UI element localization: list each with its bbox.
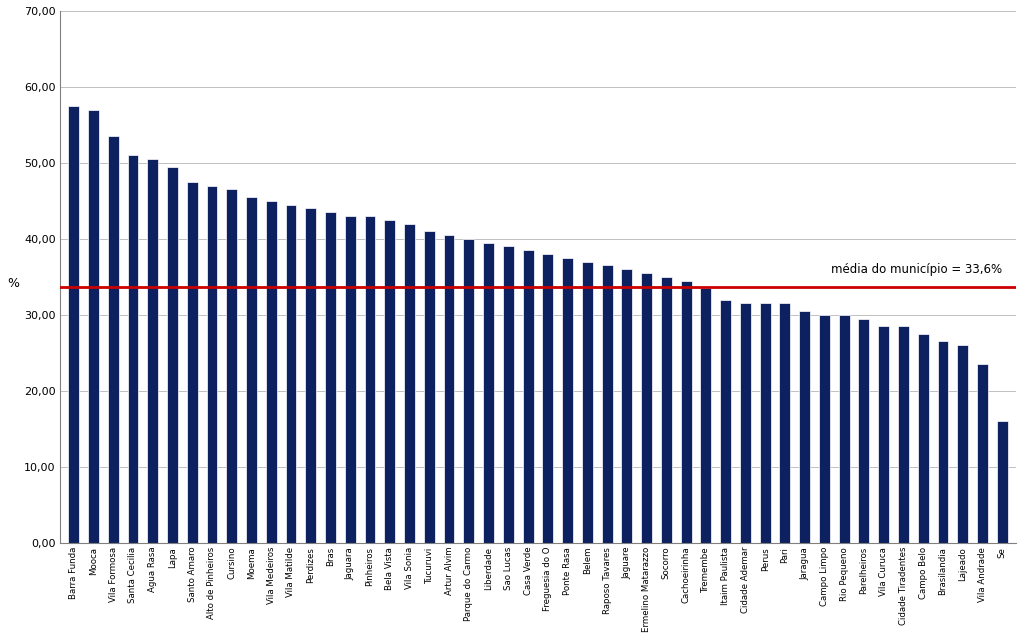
Bar <box>760 304 770 543</box>
Bar <box>720 300 731 543</box>
Bar <box>187 182 197 543</box>
Bar <box>879 326 889 543</box>
Bar <box>582 261 592 543</box>
Bar <box>107 136 119 543</box>
Bar <box>740 304 751 543</box>
Bar <box>701 288 711 543</box>
Bar <box>364 216 375 543</box>
Bar <box>680 281 692 543</box>
Bar <box>385 220 395 543</box>
Bar <box>128 155 138 543</box>
Bar <box>977 364 988 543</box>
Bar <box>602 265 613 543</box>
Text: média do município = 33,6%: média do município = 33,6% <box>831 263 1003 276</box>
Bar <box>147 159 159 543</box>
Bar <box>69 106 79 543</box>
Bar <box>424 231 435 543</box>
Bar <box>780 304 791 543</box>
Bar <box>285 204 297 543</box>
Bar <box>621 269 632 543</box>
Bar <box>641 273 652 543</box>
Bar <box>898 326 908 543</box>
Bar <box>167 167 178 543</box>
Bar <box>404 224 415 543</box>
Bar <box>503 247 514 543</box>
Y-axis label: %: % <box>7 277 19 290</box>
Bar <box>996 421 1008 543</box>
Bar <box>266 201 276 543</box>
Bar <box>207 186 218 543</box>
Bar <box>226 189 237 543</box>
Bar <box>799 311 810 543</box>
Bar <box>247 197 257 543</box>
Bar <box>661 277 672 543</box>
Bar <box>937 341 948 543</box>
Bar <box>523 250 534 543</box>
Bar <box>463 239 475 543</box>
Bar <box>542 254 553 543</box>
Bar <box>958 345 968 543</box>
Bar <box>839 315 850 543</box>
Bar <box>819 315 830 543</box>
Bar <box>444 235 454 543</box>
Bar <box>563 258 573 543</box>
Bar <box>325 212 336 543</box>
Bar <box>305 208 316 543</box>
Bar <box>483 243 494 543</box>
Bar <box>858 319 870 543</box>
Bar <box>88 110 99 543</box>
Bar <box>345 216 356 543</box>
Bar <box>918 334 929 543</box>
